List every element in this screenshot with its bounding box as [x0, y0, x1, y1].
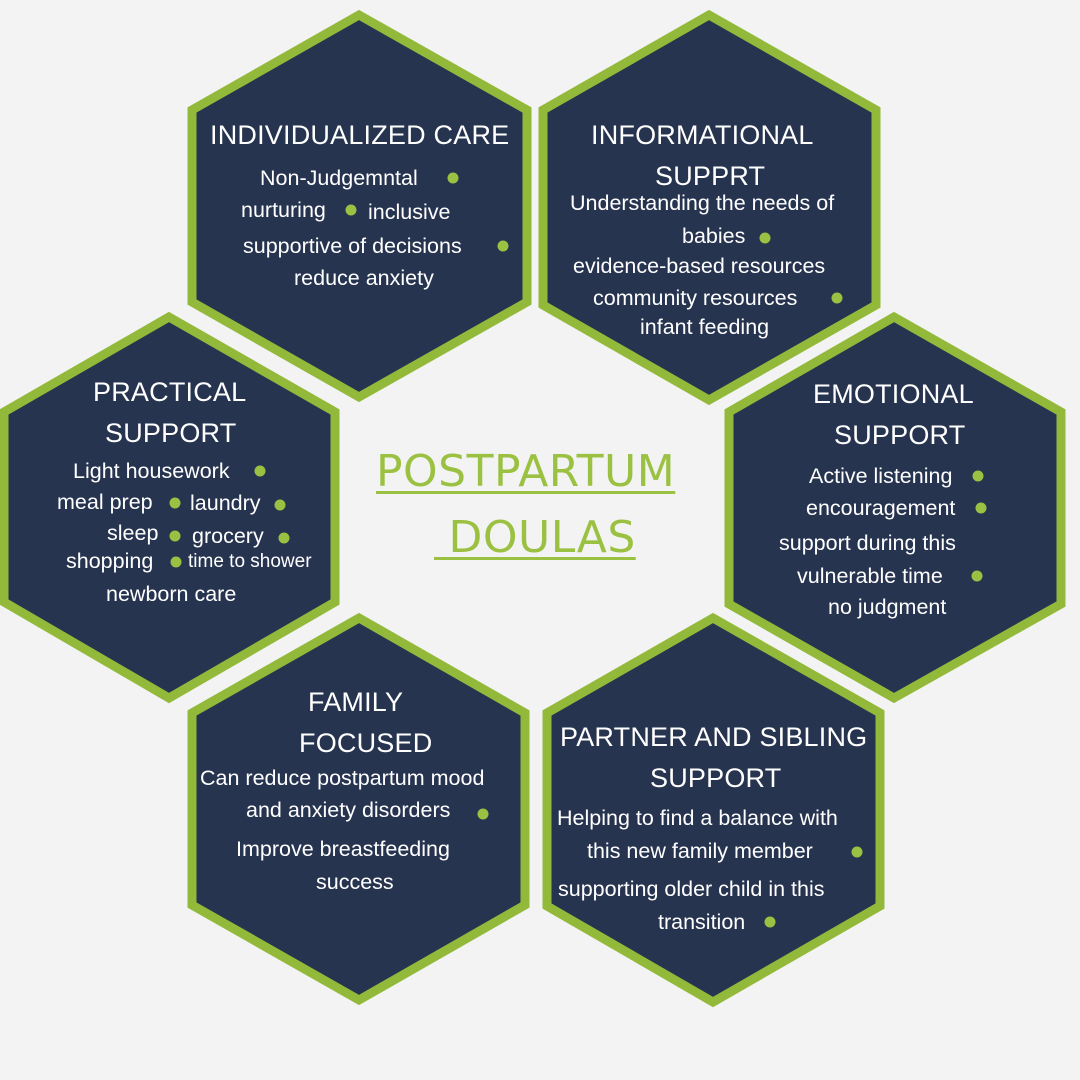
informational-item-community: community resources [593, 286, 798, 310]
bullet-dot [477, 808, 489, 820]
bullet-dot [278, 532, 290, 544]
practical-item-laundry: laundry [190, 491, 261, 515]
partner-item-balance: Helping to find a balance with [557, 806, 838, 830]
bullet-dot [972, 470, 984, 482]
bullet-dot [975, 502, 987, 514]
bullet-dot [170, 556, 182, 568]
practical-item-shower: time to shower [188, 551, 312, 572]
informational-item-infant-feeding: infant feeding [640, 315, 770, 339]
bullet-dot [831, 292, 843, 304]
family-item-anxiety-disorders: and anxiety disorders [246, 798, 451, 822]
family-heading-line-1: FAMILY [308, 687, 404, 717]
family-item-success: success [316, 870, 394, 894]
partner-heading-line-2: SUPPORT [650, 763, 782, 793]
informational-heading-line-1: INFORMATIONAL [591, 120, 814, 150]
individualized-item-supportive: supportive of decisions [243, 234, 462, 258]
hexagon-informational-support [538, 9, 881, 406]
practical-item-sleep: sleep [107, 521, 159, 545]
bullet-dot [851, 846, 863, 858]
emotional-item-no-judgment: no judgment [828, 595, 947, 619]
practical-item-newborn-care: newborn care [106, 582, 237, 606]
partner-item-transition: transition [658, 910, 746, 934]
hexagon-individualized-care [187, 9, 532, 403]
emotional-heading-line-2: SUPPORT [834, 420, 966, 450]
bullet-dot [759, 232, 771, 244]
bullet-dot [169, 497, 181, 509]
hexagon-practical-support [0, 311, 340, 704]
emotional-item-encouragement: encouragement [806, 496, 956, 520]
emotional-heading-line-1: EMOTIONAL [813, 379, 974, 409]
bullet-dot [345, 204, 357, 216]
bullet-dot [971, 570, 983, 582]
family-item-breastfeeding: Improve breastfeeding [236, 837, 450, 861]
family-item-reduce-mood: Can reduce postpartum mood [200, 766, 485, 790]
practical-item-housework: Light housework [73, 459, 230, 483]
individualized-item-non-judgemental: Non-Judgemntal [260, 166, 418, 190]
partner-item-new-member: this new family member [587, 839, 813, 863]
individualized-care-heading: INDIVIDUALIZED CARE [210, 120, 510, 150]
individualized-item-inclusive: inclusive [368, 200, 451, 224]
hexagon-family-focused [187, 612, 530, 1006]
bullet-dot [447, 172, 459, 184]
hexagon-emotional-support [724, 311, 1066, 704]
emotional-item-vulnerable-time: vulnerable time [797, 564, 943, 588]
informational-item-needs-of: Understanding the needs of [570, 191, 835, 215]
emotional-item-support-during: support during this [779, 531, 956, 555]
informational-item-babies: babies [682, 224, 746, 248]
individualized-item-nurturing: nurturing [241, 198, 326, 222]
bullet-dot [764, 916, 776, 928]
family-heading-line-2: FOCUSED [299, 728, 433, 758]
partner-heading-line-1: PARTNER AND SIBLING [560, 722, 868, 752]
informational-heading-line-2: SUPPRT [655, 161, 766, 191]
practical-item-shopping: shopping [66, 549, 154, 573]
title-line-2: DOULAS [434, 512, 636, 563]
practical-item-grocery: grocery [192, 524, 264, 548]
informational-item-evidence-based: evidence-based resources [573, 254, 826, 278]
hexagon-partner-sibling-support [542, 612, 885, 1008]
practical-item-meal-prep: meal prep [57, 490, 153, 514]
bullet-dot [274, 499, 286, 511]
partner-item-older-child: supporting older child in this [558, 877, 825, 901]
title-line-1: POSTPARTUM [376, 446, 676, 497]
practical-heading-line-1: PRACTICAL [93, 377, 247, 407]
practical-heading-line-2: SUPPORT [105, 418, 237, 448]
bullet-dot [497, 240, 509, 252]
emotional-item-active-listening: Active listening [809, 464, 953, 488]
bullet-dot [169, 530, 181, 542]
bullet-dot [254, 465, 266, 477]
individualized-item-reduce-anxiety: reduce anxiety [294, 266, 434, 290]
